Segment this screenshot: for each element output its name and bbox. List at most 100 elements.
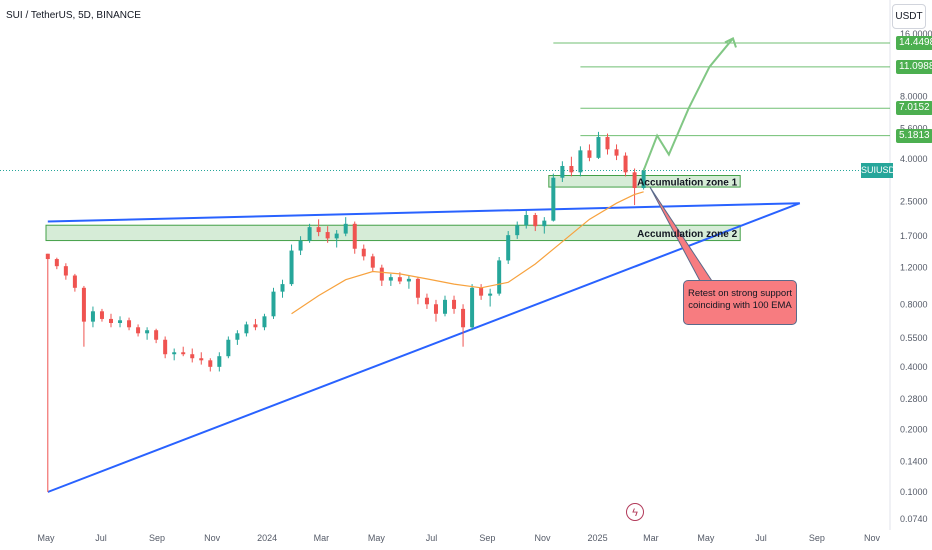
- resistance-trendline: [47, 202, 800, 223]
- candle-body: [623, 155, 628, 173]
- current-price-label: 3.5213: [896, 165, 927, 176]
- candle-body: [118, 320, 123, 324]
- x-tick-label: Nov: [204, 533, 221, 543]
- target-badge-2: 11.0988: [896, 59, 932, 74]
- candle-body: [199, 358, 204, 361]
- candle-body: [370, 256, 375, 268]
- y-tick-label: 0.5500: [900, 333, 928, 343]
- y-tick-label: 0.1000: [900, 487, 928, 497]
- accumulation-zone-1-label: Accumulation zone 1: [637, 177, 737, 188]
- candle-body: [388, 277, 393, 281]
- candle-body: [424, 297, 429, 305]
- y-tick-label: 8.0000: [900, 91, 928, 101]
- candle-body: [127, 320, 132, 328]
- candle-body: [406, 278, 411, 282]
- projection-path: [642, 37, 734, 171]
- symbol-title[interactable]: SUI / TetherUS, 5D, BINANCE: [6, 10, 141, 21]
- candle-body: [614, 149, 619, 156]
- currency-button[interactable]: USDT: [892, 4, 926, 29]
- x-tick-label: May: [697, 533, 715, 543]
- candle-body: [569, 165, 574, 173]
- candle-body: [533, 215, 538, 227]
- x-tick-label: Jul: [95, 533, 107, 543]
- candle-body: [542, 220, 547, 227]
- candle-body: [515, 225, 520, 236]
- x-tick-label: Sep: [149, 533, 165, 543]
- y-tick-label: 2.5000: [900, 196, 928, 206]
- candle-body: [316, 227, 321, 233]
- candle-body: [325, 232, 330, 239]
- candle-body: [145, 330, 150, 334]
- candle-body: [45, 253, 50, 260]
- x-tick-label: May: [368, 533, 386, 543]
- support-trendline: [47, 202, 801, 493]
- y-axis-ticks: 16.0000 8.0000 5.6000 4.0000 2.5000 1.7000 1.2…: [900, 29, 932, 524]
- x-tick-label: 2025: [588, 533, 608, 543]
- candle-body: [226, 339, 231, 357]
- candle-body: [641, 170, 646, 188]
- y-tick-label: 1.2000: [900, 263, 928, 273]
- y-tick-label: 0.0740: [900, 514, 928, 524]
- candle-body: [497, 260, 502, 294]
- candle-body: [415, 278, 420, 298]
- y-tick-label: 0.1400: [900, 457, 928, 467]
- x-tick-label: Jul: [426, 533, 438, 543]
- candles-layer: [45, 131, 646, 492]
- candle-body: [596, 137, 601, 158]
- candle-body: [280, 284, 285, 292]
- candle-body: [90, 311, 95, 322]
- candle-body: [379, 267, 384, 281]
- x-axis-ticks: May Jul Sep Nov 2024 Mar May Jul Sep Nov 2025 Mar Ma…: [37, 533, 880, 543]
- target-badge-4: 5.1813: [896, 128, 932, 143]
- candle-body: [190, 354, 195, 359]
- x-tick-label: Nov: [534, 533, 551, 543]
- trendlines-layer: [47, 202, 801, 493]
- candle-body: [262, 316, 267, 328]
- candle-body: [352, 223, 357, 249]
- candle-body: [560, 165, 565, 178]
- candle-body: [632, 172, 637, 188]
- candle-body: [443, 299, 448, 314]
- candle-body: [470, 287, 475, 328]
- candle-body: [334, 233, 339, 239]
- candle-body: [433, 304, 438, 314]
- accumulation-zone-2: [45, 224, 741, 242]
- candle-body: [488, 293, 493, 296]
- retest-callout[interactable]: Retest on strong support coinciding with…: [683, 280, 797, 325]
- candle-body: [63, 266, 68, 276]
- x-tick-label: Sep: [479, 533, 495, 543]
- y-tick-label: 0.2000: [900, 424, 928, 434]
- x-tick-label: Nov: [864, 533, 881, 543]
- callout-line-1: Retest on strong support: [687, 288, 793, 299]
- tradingview-flash-icon[interactable]: ϟ: [626, 503, 644, 521]
- y-tick-label: 5.6000: [900, 124, 928, 134]
- y-tick-label: 0.2800: [900, 394, 928, 404]
- candle-body: [587, 150, 592, 158]
- candle-body: [361, 248, 366, 257]
- current-symbol-label: SUIUSDT: [861, 163, 901, 178]
- candle-countdown-label: 3d 15h: [896, 178, 924, 188]
- candle-body: [54, 259, 59, 267]
- y-tick-label: 16.0000: [900, 29, 932, 39]
- candle-body: [551, 177, 556, 221]
- candle-body: [108, 318, 113, 324]
- x-tick-label: 2024: [257, 533, 277, 543]
- y-tick-label: 1.7000: [900, 231, 928, 241]
- candle-body: [72, 275, 77, 288]
- candle-body: [578, 150, 583, 173]
- y-tick-label: 0.4000: [900, 362, 928, 372]
- ema-100-line: [291, 191, 644, 315]
- candle-body: [163, 339, 168, 355]
- candle-body: [208, 360, 213, 367]
- target-badge-1: 14.4498: [896, 36, 932, 50]
- candle-body: [235, 333, 240, 340]
- candle-body: [81, 287, 86, 322]
- candle-body: [452, 299, 457, 309]
- candle-body: [99, 311, 104, 319]
- candle-body: [244, 324, 249, 334]
- candle-body: [461, 308, 466, 328]
- candle-body: [479, 287, 484, 296]
- callout-line-2: coinciding with 100 EMA: [688, 300, 792, 311]
- candle-body: [172, 352, 177, 355]
